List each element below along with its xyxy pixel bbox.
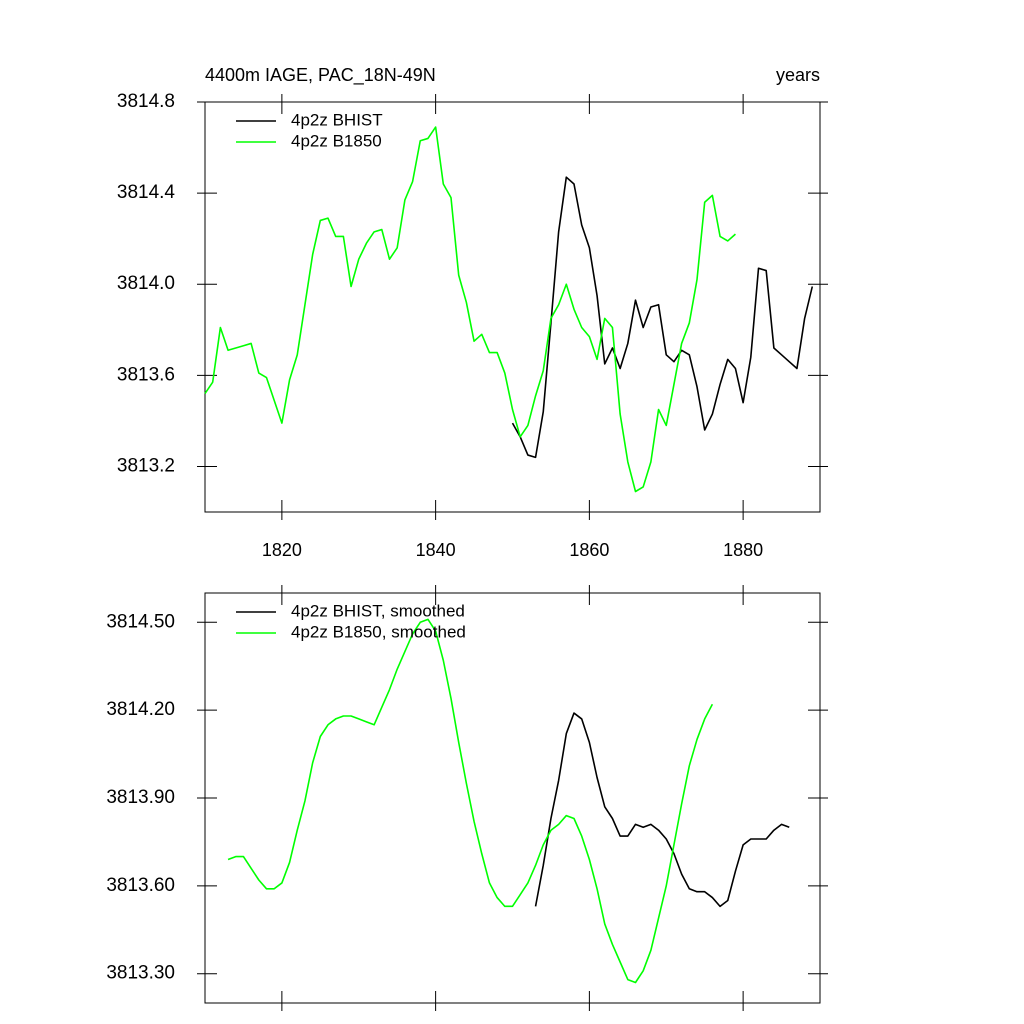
- y-tick-label: 3813.30: [106, 963, 175, 984]
- y-tick-label: 3814.20: [106, 699, 175, 720]
- y-tick-label: 3813.90: [106, 787, 175, 808]
- y-tick-label: 3814.8: [117, 91, 175, 112]
- y-tick-label: 3813.2: [117, 455, 175, 476]
- x-tick-label: 1860: [569, 540, 609, 560]
- x-tick-label: 1840: [416, 540, 456, 560]
- x-tick-label: 1880: [723, 540, 763, 560]
- data-line: [534, 712, 790, 908]
- units-label: years: [776, 65, 820, 85]
- legend-label: 4p2z B1850: [291, 131, 382, 150]
- data-line: [204, 126, 736, 493]
- x-tick-label: 1820: [262, 540, 302, 560]
- y-tick-label: 3813.60: [106, 875, 175, 896]
- y-tick-label: 3814.50: [106, 611, 175, 632]
- y-tick-label: 3814.4: [117, 182, 176, 203]
- legend-label: 4p2z BHIST: [291, 110, 383, 129]
- plot-frame: [204, 101, 821, 513]
- data-line: [511, 176, 814, 459]
- data-line: [227, 618, 714, 984]
- y-tick-label: 3813.6: [117, 364, 175, 385]
- y-tick-label: 3814.0: [117, 273, 175, 294]
- legend-label: 4p2z BHIST, smoothed: [291, 601, 465, 620]
- chart-title: 4400m IAGE, PAC_18N-49N: [205, 65, 436, 86]
- legend-label: 4p2z B1850, smoothed: [291, 622, 466, 641]
